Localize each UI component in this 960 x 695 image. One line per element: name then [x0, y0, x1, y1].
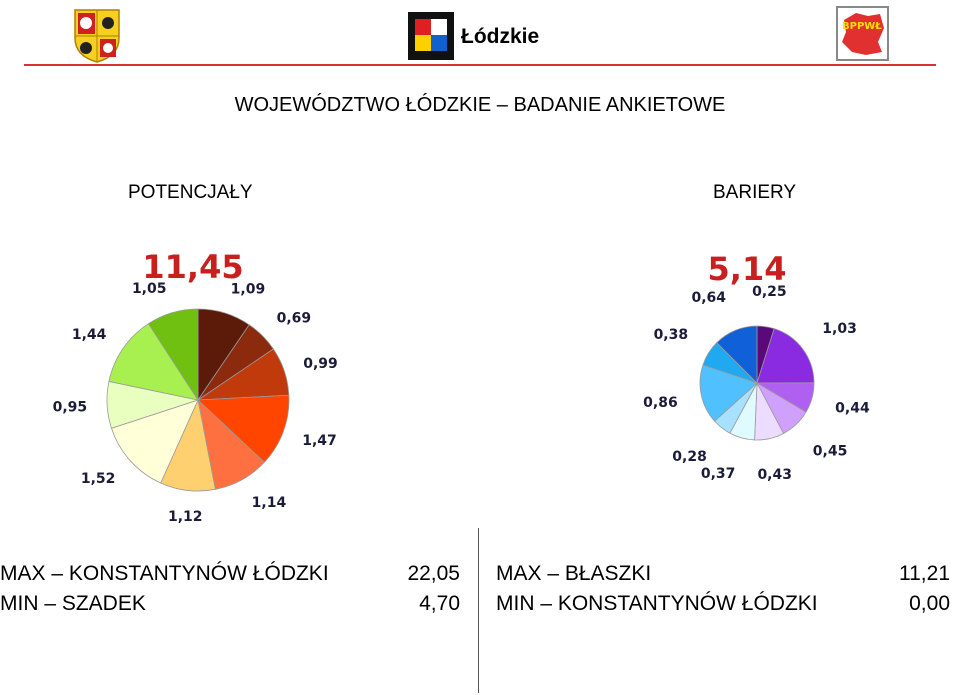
page-title: WOJEWÓDZTWO ŁÓDZKIE – BADANIE ANKIETOWE	[234, 94, 726, 116]
header-divider	[24, 64, 936, 66]
bariery-slice-8	[699, 364, 758, 422]
right-min-label: MIN – KONSTANTYNÓW ŁÓDZKI	[496, 592, 818, 615]
left-max-label: MAX – KONSTANTYNÓW ŁÓDZKI	[0, 562, 329, 585]
potencjaly-slice-label-10: 1,05	[132, 281, 167, 297]
right-max-label: MAX – BŁASZKI	[496, 562, 652, 585]
bariery-slice-2	[756, 328, 815, 384]
bariery-slice-10	[716, 325, 758, 384]
bariery-slice-label-7: 0,28	[672, 449, 707, 465]
potencjaly-slice-7	[110, 399, 199, 484]
bariery-slice-label-6: 0,37	[701, 466, 736, 482]
right-max-value: 11,21	[899, 562, 950, 585]
bariery-slice-label-4: 0,45	[813, 444, 848, 460]
potencjaly-slice-label-7: 1,52	[81, 471, 116, 487]
bariery-slice-label-5: 0,43	[757, 467, 792, 483]
lodzkie-logo-text: Łódzkie	[461, 25, 540, 48]
bariery-total-label: 5,14	[708, 250, 787, 288]
bariery-slice-label-3: 0,44	[835, 401, 870, 417]
bppwl-logo-text: BPPWŁ	[842, 21, 882, 32]
potencjaly-slice-4	[197, 394, 290, 463]
stats-divider	[478, 528, 479, 693]
bariery-slice-label-9: 0,38	[654, 327, 689, 343]
potencjaly-slice-9	[108, 323, 199, 401]
bariery-pie-chart: 5,140,25 1,03 0,44 0,45 0,43 0,370,28 0,86 0,38…	[643, 250, 870, 483]
potencjaly-slice-label-5: 1,14	[252, 495, 287, 511]
left-max-value: 22,05	[407, 562, 460, 585]
potencjaly-slice-label-3: 0,99	[303, 356, 338, 372]
potencjaly-slice-label-9: 1,44	[72, 327, 107, 343]
potencjaly-slice-label-1: 1,09	[231, 282, 266, 298]
lodzkie-mark-icon	[408, 12, 454, 60]
lodzkie-brand-logo: Łódzkie	[408, 12, 543, 62]
potencjaly-slice-10	[147, 308, 199, 402]
left-min-value: 4,70	[419, 592, 460, 615]
bariery-slice-label-8: 0,86	[643, 395, 678, 411]
bariery-slice-label-2: 1,03	[822, 321, 857, 337]
lodzkie-coat-of-arms-logo	[74, 9, 120, 63]
potencjaly-slice-label-6: 1,12	[168, 509, 203, 525]
bariery-slice-label-10: 0,64	[692, 290, 727, 306]
region-map-icon	[842, 13, 884, 55]
potencjaly-heading: POTENCJAŁY	[128, 182, 253, 203]
left-min-label: MIN – SZADEK	[0, 592, 146, 615]
potencjaly-slice-label-4: 1,47	[302, 433, 337, 449]
potencjaly-total-label: 11,45	[142, 248, 243, 286]
potencjaly-slice-label-8: 0,95	[53, 399, 88, 415]
bppwl-logo: BPPWŁ	[836, 6, 889, 61]
right-min-value: 0,00	[909, 592, 950, 615]
bariery-heading: BARIERY	[713, 182, 797, 203]
potencjaly-slice-label-2: 0,69	[277, 311, 312, 327]
potencjaly-pie-chart: 11,451,09 0,69 0,99 1,47 1,14 1,12 1,52 0,95 1,4…	[53, 248, 338, 525]
bariery-slice-label-1: 0,25	[752, 284, 787, 300]
